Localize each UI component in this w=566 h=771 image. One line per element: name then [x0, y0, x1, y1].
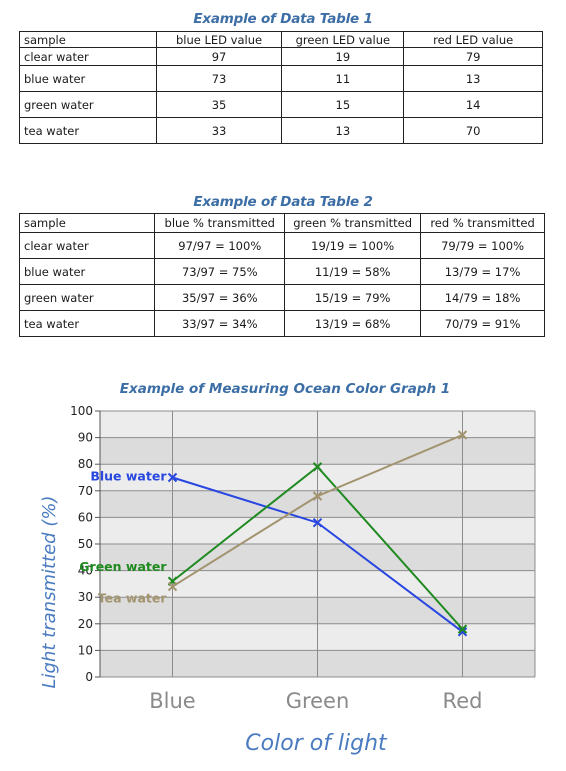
y-tick-label: 70: [78, 484, 93, 498]
y-axis: 0 10 20 30 40 50 60 70 80 90 100: [70, 404, 101, 684]
point-mark: [167, 581, 178, 592]
grid-lines: [100, 410, 536, 678]
table-header-row: sample blue % transmitted green % transm…: [18, 213, 545, 233]
y-tick-label: 40: [78, 564, 93, 578]
y-tick-label: 50: [78, 537, 93, 551]
data-table-2: sample blue % transmitted green % transm…: [18, 213, 545, 337]
x-tick-label: Red: [443, 689, 483, 713]
data-point: [167, 581, 178, 592]
point-mark: [167, 472, 178, 483]
table-cell: 79/79 = 100%: [420, 232, 545, 259]
header-cell: blue LED value: [155, 31, 283, 48]
table-cell: 15: [281, 91, 405, 118]
table-cell: 15/19 = 79%: [284, 284, 422, 311]
table-cell: blue water: [19, 65, 157, 92]
header-cell: sample: [19, 31, 157, 48]
table-row: clear water 97 19 79: [19, 47, 543, 66]
table-cell: green water: [19, 91, 157, 118]
data-point: [312, 518, 323, 528]
table-cell: clear water: [19, 47, 157, 66]
table-cell: clear water: [18, 232, 156, 259]
table-cell: 13: [281, 117, 405, 144]
data-point: [167, 472, 178, 483]
table-cell: 73: [155, 65, 283, 92]
table-cell: 33/97 = 34%: [154, 310, 286, 337]
table-header-row: sample blue LED value green LED value re…: [19, 31, 543, 48]
table-row: blue water 73/97 = 75% 11/19 = 58% 13/79…: [18, 258, 545, 285]
header-cell: green LED value: [281, 31, 405, 48]
table-row: clear water 97/97 = 100% 19/19 = 100% 79…: [18, 232, 545, 259]
table-cell: 35: [155, 91, 283, 118]
table-cell: 11: [281, 65, 405, 92]
table-cell: 19/19 = 100%: [284, 232, 422, 259]
table-cell: 73/97 = 75%: [154, 258, 286, 285]
table-cell: 79: [403, 47, 543, 66]
series-labels: Blue water Green water Tea water: [79, 469, 167, 606]
series-label: Blue water: [90, 469, 167, 484]
data-point: [312, 462, 323, 472]
y-tick-label: 80: [78, 457, 93, 471]
table-cell: tea water: [19, 117, 157, 144]
y-tick-label: 90: [78, 431, 93, 445]
table-cell: 97/97 = 100%: [154, 232, 286, 259]
table-cell: blue water: [18, 258, 156, 285]
point-mark: [312, 491, 323, 501]
header-cell: green % transmitted: [284, 213, 422, 233]
x-axis-label: Color of light: [245, 731, 388, 756]
y-tick-label: 60: [78, 510, 93, 524]
chart-title: Example of Measuring Ocean Color Graph 1: [120, 381, 450, 397]
table-cell: green water: [18, 284, 156, 311]
table-row: green water 35/97 = 36% 15/19 = 79% 14/7…: [18, 284, 545, 311]
table-cell: 19: [281, 47, 405, 66]
table-cell: 33: [155, 117, 283, 144]
point-mark: [457, 627, 468, 637]
x-axis: Blue Green Red: [149, 689, 482, 713]
data-point: [312, 491, 323, 501]
data-point: [457, 624, 468, 634]
header-cell: sample: [18, 213, 156, 233]
y-tick-label: 0: [85, 670, 93, 684]
table-cell: 35/97 = 36%: [154, 284, 286, 311]
table-cell: 70: [403, 117, 543, 144]
table-cell: 13: [403, 65, 543, 92]
table-cell: 13/19 = 68%: [284, 310, 422, 337]
table-row: tea water 33/97 = 34% 13/19 = 68% 70/79 …: [18, 310, 545, 337]
point-mark: [457, 430, 468, 440]
ocean-color-chart: Example of Measuring Ocean Color Graph 1…: [39, 381, 536, 756]
table1-title: Example of Data Table 1: [193, 11, 373, 27]
table-row: blue water 73 11 13: [19, 65, 543, 92]
x-tick-label: Blue: [149, 689, 195, 713]
x-tick-label: Green: [286, 689, 350, 713]
table2-title: Example of Data Table 2: [193, 194, 373, 210]
table-cell: 14: [403, 91, 543, 118]
header-cell: blue % transmitted: [154, 213, 286, 233]
y-axis-label: Light transmitted (%): [39, 496, 60, 689]
point-mark: [312, 518, 323, 528]
table-cell: 11/19 = 58%: [284, 258, 422, 285]
header-cell: red % transmitted: [420, 213, 545, 233]
y-tick-label: 10: [78, 643, 93, 657]
y-tick-label: 30: [78, 590, 93, 604]
data-point: [457, 430, 468, 440]
data-table-1: sample blue LED value green LED value re…: [19, 31, 543, 144]
y-tick-label: 20: [78, 617, 93, 631]
point-mark: [312, 462, 323, 472]
y-tick-label: 100: [70, 404, 93, 418]
table-cell: tea water: [18, 310, 156, 337]
table-row: tea water 33 13 70: [19, 117, 543, 144]
point-mark: [457, 624, 468, 634]
table-cell: 13/79 = 17%: [420, 258, 545, 285]
series-label: Tea water: [98, 591, 168, 606]
header-cell: red LED value: [403, 31, 543, 48]
data-point: [457, 627, 468, 637]
table-cell: 97: [155, 47, 283, 66]
table-row: green water 35 15 14: [19, 91, 543, 118]
table-cell: 14/79 = 18%: [420, 284, 545, 311]
table-cell: 70/79 = 91%: [420, 310, 545, 337]
series-layer: [167, 430, 468, 637]
series-label: Green water: [79, 559, 167, 574]
